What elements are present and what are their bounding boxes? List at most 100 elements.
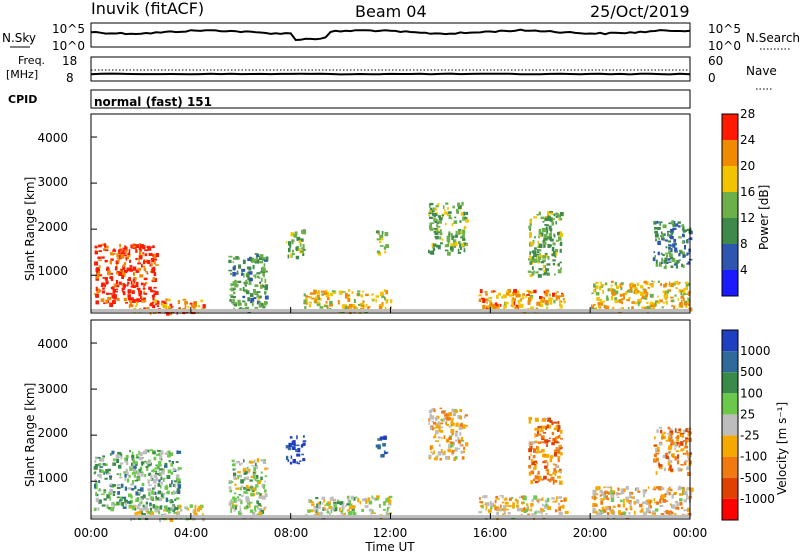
power-cell (656, 300, 660, 304)
power-cell (241, 270, 244, 275)
power-cell (521, 296, 525, 300)
vel-cell (316, 508, 319, 513)
power-cell (548, 232, 552, 237)
power-cell (117, 258, 120, 263)
power-cell (540, 216, 545, 220)
vel-cell (495, 498, 500, 500)
vel-cell (138, 504, 142, 507)
power-cell (234, 272, 239, 275)
vel-cell (670, 468, 674, 472)
vel-cell (134, 485, 137, 489)
vel-cell (635, 487, 640, 491)
vel-cell (537, 426, 540, 431)
power-cell (295, 255, 300, 260)
vel-cell (255, 465, 258, 470)
vel-cell (541, 497, 544, 501)
vel-cell (250, 485, 253, 487)
vel-cell (142, 494, 146, 499)
vel-cell (671, 442, 674, 446)
power-cell (197, 305, 201, 308)
vel-cell (659, 442, 663, 446)
power-cell (137, 287, 141, 292)
power-cell (309, 292, 314, 295)
vel-cell (163, 477, 166, 480)
vel-cell (543, 460, 548, 463)
power-cell (593, 303, 596, 306)
power-cell (655, 238, 657, 242)
vel-cell (292, 440, 296, 445)
power-cell (482, 304, 486, 309)
power-cell (687, 297, 689, 300)
vel-cell (533, 465, 537, 470)
power-cell (115, 263, 118, 266)
power-cell (256, 272, 261, 275)
power-cell (666, 261, 669, 264)
power-cell (101, 256, 105, 259)
power-cell (675, 264, 678, 269)
vel-cell (451, 417, 454, 421)
power-cell (124, 270, 128, 274)
vel-cell (255, 484, 259, 488)
vel-cell (255, 474, 259, 479)
power-cell (557, 231, 560, 236)
vel-cell (674, 456, 677, 461)
power-cell (296, 236, 301, 241)
power-cell (537, 240, 539, 245)
vel-cell (443, 435, 446, 439)
power-cell (465, 211, 468, 215)
vel-cell (156, 507, 160, 512)
vel-cell (656, 501, 659, 505)
vel-cell (428, 454, 432, 458)
vel-cell (158, 461, 162, 465)
power-cell (109, 272, 114, 275)
power-cell (136, 298, 140, 302)
vel-cell (499, 495, 503, 497)
power-cell (95, 300, 99, 305)
power-colorbar-swatch (722, 114, 738, 140)
power-cell (436, 218, 438, 221)
power-cell (488, 297, 492, 300)
power-cell (686, 253, 689, 256)
vel-cell (676, 439, 680, 442)
vel-cell (646, 499, 650, 503)
power-cell (324, 305, 327, 308)
power-cell (551, 246, 555, 252)
power-cell (429, 222, 432, 227)
power-cell (543, 270, 548, 275)
vel-cell (626, 499, 629, 503)
power-cell (654, 233, 659, 238)
vel-cell (592, 489, 597, 494)
power-cell (139, 246, 141, 249)
vel-cell (155, 453, 159, 456)
power-cell (448, 217, 453, 220)
vel-cell (460, 437, 464, 441)
power-cell (428, 212, 432, 215)
power-cell (653, 281, 655, 283)
power-cell (537, 261, 540, 264)
power-cell (253, 297, 257, 300)
power-cell (120, 249, 123, 253)
xtick-0800: 08:00 (274, 526, 309, 540)
vel-cell (660, 487, 665, 491)
power-cell (155, 253, 159, 258)
vel-cell (490, 503, 492, 508)
vel-cell (173, 480, 177, 483)
vel-cell (133, 470, 137, 475)
vel-cell (681, 487, 684, 490)
vel-cell (546, 471, 550, 475)
vel-cell (599, 489, 603, 493)
vel-cell (135, 498, 140, 502)
power-cell (189, 302, 193, 305)
power-cell (610, 295, 614, 301)
vel-cell (109, 453, 112, 456)
power-cell (646, 301, 649, 304)
vel-cell (537, 426, 541, 429)
power-cell (132, 247, 137, 249)
power-cell (460, 212, 464, 216)
power-cell (248, 266, 252, 271)
power-cell (149, 303, 153, 307)
power-cell (528, 255, 532, 260)
vel-cell (653, 453, 657, 458)
vel-cell (464, 424, 468, 427)
vel-cell (124, 457, 127, 461)
